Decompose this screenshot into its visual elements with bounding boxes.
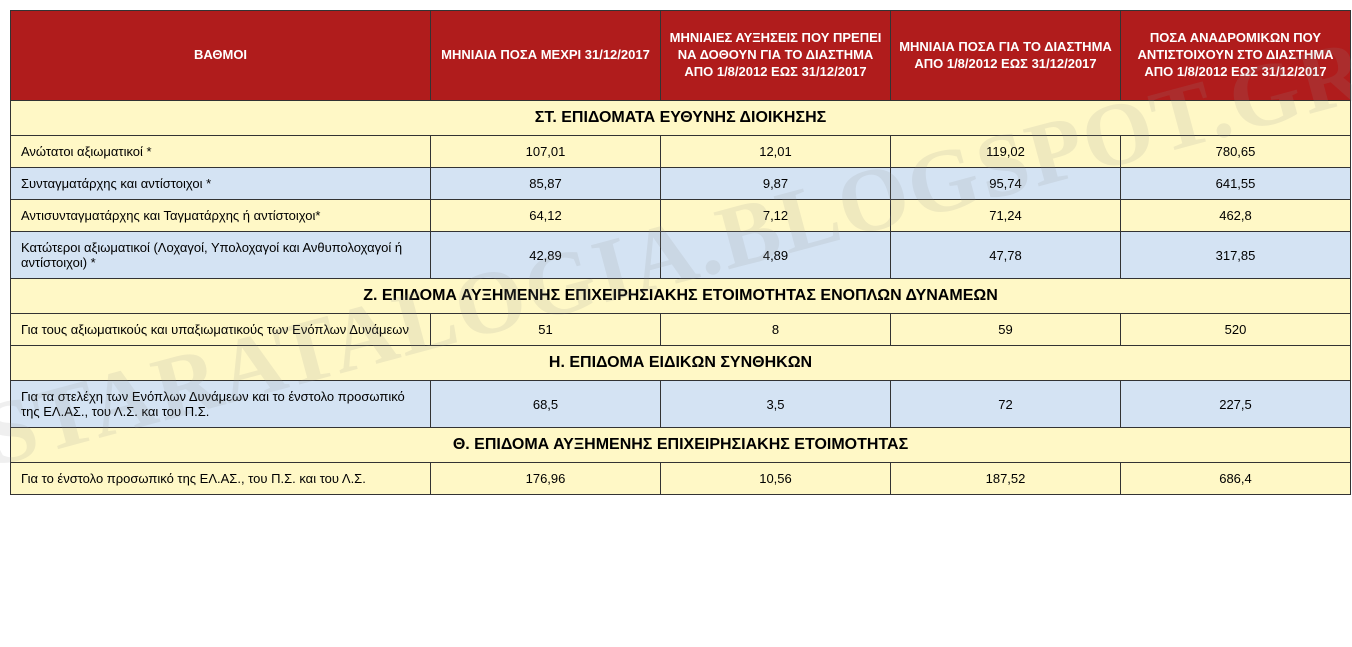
header-row: ΒΑΘΜΟΙ ΜΗΝΙΑΙΑ ΠΟΣΑ ΜΕΧΡΙ 31/12/2017 ΜΗΝ… bbox=[11, 11, 1351, 101]
cell-value: 85,87 bbox=[431, 168, 661, 200]
row-label: Ανώτατοι αξιωματικοί * bbox=[11, 136, 431, 168]
table-row: Ανώτατοι αξιωματικοί *107,0112,01119,027… bbox=[11, 136, 1351, 168]
row-label: Για τα στελέχη των Ενόπλων Δυνάμεων και … bbox=[11, 381, 431, 428]
allowances-table: ΒΑΘΜΟΙ ΜΗΝΙΑΙΑ ΠΟΣΑ ΜΕΧΡΙ 31/12/2017 ΜΗΝ… bbox=[10, 10, 1351, 495]
col-header-retroactive: ΠΟΣΑ ΑΝΑΔΡΟΜΙΚΩΝ ΠΟΥ ΑΝΤΙΣΤΟΙΧΟΥΝ ΣΤΟ ΔΙ… bbox=[1121, 11, 1351, 101]
cell-value: 176,96 bbox=[431, 463, 661, 495]
col-header-monthly-before: ΜΗΝΙΑΙΑ ΠΟΣΑ ΜΕΧΡΙ 31/12/2017 bbox=[431, 11, 661, 101]
cell-value: 227,5 bbox=[1121, 381, 1351, 428]
cell-value: 317,85 bbox=[1121, 232, 1351, 279]
col-header-monthly-period: ΜΗΝΙΑΙΑ ΠΟΣΑ ΓΙΑ ΤΟ ΔΙΑΣΤΗΜΑ ΑΠΟ 1/8/201… bbox=[891, 11, 1121, 101]
cell-value: 119,02 bbox=[891, 136, 1121, 168]
table-row: Για το ένστολο προσωπικό της ΕΛ.ΑΣ., του… bbox=[11, 463, 1351, 495]
col-header-rank: ΒΑΘΜΟΙ bbox=[11, 11, 431, 101]
cell-value: 520 bbox=[1121, 314, 1351, 346]
cell-value: 51 bbox=[431, 314, 661, 346]
table-row: Συνταγματάρχης και αντίστοιχοι *85,879,8… bbox=[11, 168, 1351, 200]
cell-value: 47,78 bbox=[891, 232, 1121, 279]
cell-value: 72 bbox=[891, 381, 1121, 428]
cell-value: 59 bbox=[891, 314, 1121, 346]
table-row: Για τους αξιωματικούς και υπαξιωματικούς… bbox=[11, 314, 1351, 346]
cell-value: 7,12 bbox=[661, 200, 891, 232]
section-title: Θ. ΕΠΙΔΟΜΑ ΑΥΞΗΜΕΝΗΣ ΕΠΙΧΕΙΡΗΣΙΑΚΗΣ ΕΤΟΙ… bbox=[11, 428, 1351, 463]
cell-value: 95,74 bbox=[891, 168, 1121, 200]
section-title: Η. ΕΠΙΔΟΜΑ ΕΙΔΙΚΩΝ ΣΥΝΘΗΚΩΝ bbox=[11, 346, 1351, 381]
cell-value: 10,56 bbox=[661, 463, 891, 495]
table-row: Για τα στελέχη των Ενόπλων Δυνάμεων και … bbox=[11, 381, 1351, 428]
section-title: ΣΤ. ΕΠΙΔΟΜΑΤΑ ΕΥΘΥΝΗΣ ΔΙΟΙΚΗΣΗΣ bbox=[11, 101, 1351, 136]
cell-value: 8 bbox=[661, 314, 891, 346]
col-header-increase: ΜΗΝΙΑΙΕΣ ΑΥΞΗΣΕΙΣ ΠΟΥ ΠΡΕΠΕΙ ΝΑ ΔΟΘΟΥΝ Γ… bbox=[661, 11, 891, 101]
cell-value: 187,52 bbox=[891, 463, 1121, 495]
row-label: Για τους αξιωματικούς και υπαξιωματικούς… bbox=[11, 314, 431, 346]
cell-value: 780,65 bbox=[1121, 136, 1351, 168]
cell-value: 641,55 bbox=[1121, 168, 1351, 200]
row-label: Συνταγματάρχης και αντίστοιχοι * bbox=[11, 168, 431, 200]
cell-value: 462,8 bbox=[1121, 200, 1351, 232]
row-label: Αντισυνταγματάρχης και Ταγματάρχης ή αντ… bbox=[11, 200, 431, 232]
table-row: Κατώτεροι αξιωματικοί (Λοχαγοί, Υπολοχαγ… bbox=[11, 232, 1351, 279]
table-body: ΣΤ. ΕΠΙΔΟΜΑΤΑ ΕΥΘΥΝΗΣ ΔΙΟΙΚΗΣΗΣΑνώτατοι … bbox=[11, 101, 1351, 495]
cell-value: 3,5 bbox=[661, 381, 891, 428]
cell-value: 686,4 bbox=[1121, 463, 1351, 495]
cell-value: 9,87 bbox=[661, 168, 891, 200]
table-row: Αντισυνταγματάρχης και Ταγματάρχης ή αντ… bbox=[11, 200, 1351, 232]
cell-value: 12,01 bbox=[661, 136, 891, 168]
section-title: Ζ. ΕΠΙΔΟΜΑ ΑΥΞΗΜΕΝΗΣ ΕΠΙΧΕΙΡΗΣΙΑΚΗΣ ΕΤΟΙ… bbox=[11, 279, 1351, 314]
row-label: Για το ένστολο προσωπικό της ΕΛ.ΑΣ., του… bbox=[11, 463, 431, 495]
row-label: Κατώτεροι αξιωματικοί (Λοχαγοί, Υπολοχαγ… bbox=[11, 232, 431, 279]
cell-value: 4,89 bbox=[661, 232, 891, 279]
cell-value: 71,24 bbox=[891, 200, 1121, 232]
cell-value: 42,89 bbox=[431, 232, 661, 279]
cell-value: 68,5 bbox=[431, 381, 661, 428]
cell-value: 107,01 bbox=[431, 136, 661, 168]
cell-value: 64,12 bbox=[431, 200, 661, 232]
